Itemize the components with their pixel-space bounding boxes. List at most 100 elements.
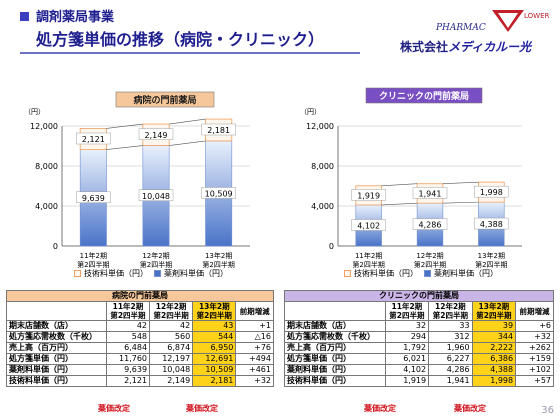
data-label-box — [76, 191, 111, 204]
connector-line — [442, 181, 479, 185]
company-brand: メディカルー光 — [448, 40, 532, 54]
table-cell: 4,388 — [471, 364, 517, 376]
y-axis-unit: （円） — [300, 108, 321, 116]
row-label: 売上高（百万円） — [6, 342, 107, 354]
x-tick-label: 12年2期 — [142, 251, 169, 260]
table-cell: +262 — [515, 342, 554, 354]
data-label-tech: 1,919 — [357, 191, 380, 200]
data-label-drug: 4,286 — [419, 221, 442, 230]
clinic-chart: クリニックの門前薬局 （円） 0 4,000 8,000 12,000 4,102 1,919… — [300, 87, 522, 269]
table-column-header: 前期増減 — [235, 301, 274, 321]
row-label: 処方箋単価（円） — [284, 353, 386, 365]
table-cell: 4,102 — [384, 364, 430, 376]
table-cell: +461 — [235, 364, 274, 376]
chart-title-box — [115, 91, 215, 108]
table-cell: △16 — [235, 331, 274, 343]
table-cell: 6,021 — [384, 353, 430, 365]
row-label: 期末店舗数（店） — [284, 320, 386, 332]
table-row: 期末店舗数（店） 42 42 43 +1 — [6, 320, 274, 332]
row-label: 薬剤料単価（円） — [284, 364, 386, 376]
data-label-tech: 2,181 — [207, 126, 230, 135]
hospital-chart: 病院の門前薬局 （円） 0 4,000 8,000 12,000 9,639 2,121 11年… — [24, 91, 250, 269]
x-tick-label: 第2四半期 — [77, 260, 109, 269]
x-tick-label: 第2四半期 — [352, 260, 384, 269]
data-label-box — [474, 185, 509, 198]
row-label: 売上高（百万円） — [284, 342, 386, 354]
table-cell: 6,484 — [105, 342, 151, 354]
row-label: 技術料単価（円） — [284, 375, 386, 387]
row-label: 処方箋単価（円） — [6, 353, 107, 365]
connector-line — [381, 202, 418, 206]
data-label-box — [201, 123, 236, 136]
y-tick-label: 4,000 — [35, 202, 58, 211]
chart-title-box — [365, 87, 483, 104]
table-cell: 42 — [149, 320, 194, 332]
table-cell: +32 — [235, 375, 274, 387]
y-tick-label: 8,000 — [35, 162, 58, 171]
data-label-drug: 4,388 — [480, 220, 503, 229]
clinic-legend: 技術料単価（円） 薬剤料単価（円） — [338, 268, 498, 279]
legend-drug-label: 薬剤料単価（円） — [434, 269, 498, 278]
table-cell: 312 — [428, 331, 473, 343]
table-cell: +76 — [235, 342, 274, 354]
table-cell: 10,509 — [192, 364, 237, 376]
table-row: 処方箋応需枚数（千枚） 548 560 544 △16 — [6, 331, 274, 343]
company-prefix: 株式会社 — [400, 40, 449, 54]
legend-tech-label: 技術料単価（円） — [354, 269, 418, 278]
data-label-box — [138, 189, 174, 201]
y-axis-unit: （円） — [24, 108, 45, 116]
table-corner — [284, 301, 386, 321]
row-label: 処方箋応需枚数（千枚） — [6, 331, 107, 343]
connector-line — [442, 201, 479, 204]
connector-line — [106, 145, 143, 150]
x-tick-label: 第2四半期 — [475, 260, 507, 269]
table-cell: 1,960 — [428, 342, 473, 354]
table-column-header: 13年2期 第2四半期 — [471, 301, 517, 321]
data-label-box — [201, 187, 236, 199]
table-cell: 6,874 — [149, 342, 194, 354]
data-label-tech: 1,941 — [419, 189, 442, 198]
logo-text: PHARMAC — [435, 23, 486, 33]
page-number: 36 — [541, 405, 554, 416]
data-label-drug: 9,639 — [82, 194, 105, 203]
table-cell: 1,941 — [428, 375, 473, 387]
x-tick-label: 11年2期 — [355, 251, 382, 260]
data-label-drug: 4,102 — [357, 221, 380, 230]
table-corner — [6, 301, 107, 321]
data-label-box — [351, 219, 386, 231]
company-logo: PHARMAC LOWER — [435, 10, 550, 33]
data-label-box — [412, 218, 448, 230]
table-row: 技術料単価（円） 2,121 2,149 2,181 +32 — [6, 375, 274, 387]
title-bullet — [20, 12, 29, 21]
connector-line — [169, 118, 206, 125]
connector-line — [106, 123, 143, 129]
legend-drug-swatch — [424, 270, 431, 277]
legend-drug-swatch — [154, 270, 161, 277]
table-cell: 1,792 — [384, 342, 430, 354]
y-tick-label: 0 — [329, 242, 334, 251]
title-divider — [20, 52, 360, 54]
table-cell: 43 — [192, 320, 237, 332]
table-cell: 344 — [471, 331, 517, 343]
chart-title: クリニックの門前薬局 — [379, 90, 469, 102]
table-row: 処方箋応需枚数（千枚） 294 312 344 +32 — [284, 331, 554, 343]
table-row: 処方箋単価（円） 11,760 12,197 12,691 +494 — [6, 353, 274, 365]
table-cell: +102 — [515, 364, 554, 376]
table-cell: +159 — [515, 353, 554, 365]
table-cell: 294 — [384, 331, 430, 343]
table-cell: 6,227 — [428, 353, 473, 365]
table-cell: 32 — [384, 320, 430, 332]
table-cell: 9,639 — [105, 364, 151, 376]
table-title: クリニックの門前薬局 — [284, 290, 554, 302]
legend-tech-label: 技術料単価（円） — [84, 269, 148, 278]
table-cell: 42 — [105, 320, 151, 332]
table-cell: 6,386 — [471, 353, 517, 365]
table-cell: +32 — [515, 331, 554, 343]
row-label: 処方箋応需枚数（千枚） — [284, 331, 386, 343]
data-label-box — [138, 128, 174, 140]
x-tick-label: 第2四半期 — [414, 260, 446, 269]
x-tick-label: 12年2期 — [416, 251, 443, 260]
hospital-note-2: 薬価改定 — [186, 404, 218, 413]
table-column-header: 前期増減 — [515, 301, 554, 321]
y-tick-label: 12,000 — [306, 122, 334, 131]
